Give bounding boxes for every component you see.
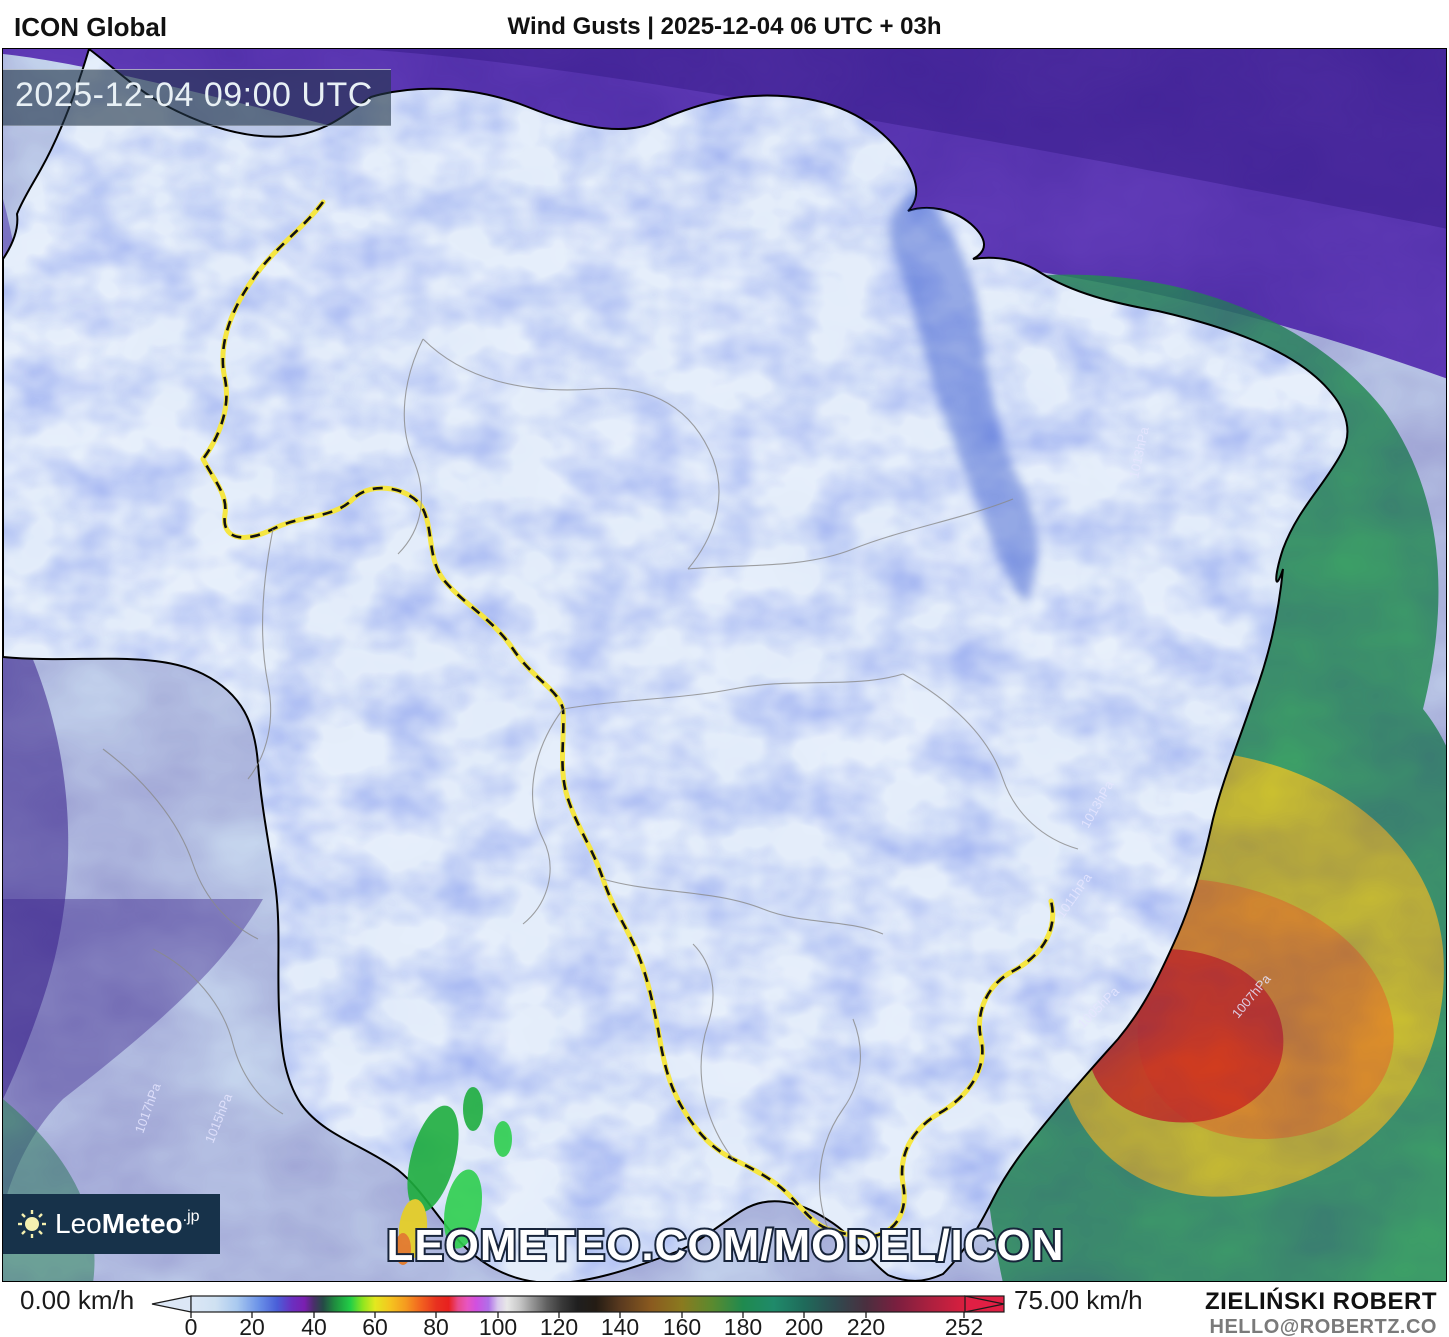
svg-text:0.00 km/h: 0.00 km/h [20, 1290, 134, 1315]
svg-text:100: 100 [479, 1314, 517, 1337]
svg-text:40: 40 [301, 1314, 327, 1337]
svg-text:80: 80 [423, 1314, 449, 1337]
svg-text:20: 20 [239, 1314, 265, 1337]
svg-text:180: 180 [724, 1314, 762, 1337]
svg-text:160: 160 [663, 1314, 701, 1337]
svg-text:0: 0 [185, 1314, 198, 1337]
svg-text:120: 120 [540, 1314, 578, 1337]
svg-text:140: 140 [601, 1314, 639, 1337]
svg-text:75.00 km/h: 75.00 km/h [1014, 1290, 1143, 1315]
svg-text:200: 200 [785, 1314, 823, 1337]
svg-text:252: 252 [945, 1314, 983, 1337]
svg-text:60: 60 [362, 1314, 388, 1337]
svg-text:220: 220 [847, 1314, 885, 1337]
